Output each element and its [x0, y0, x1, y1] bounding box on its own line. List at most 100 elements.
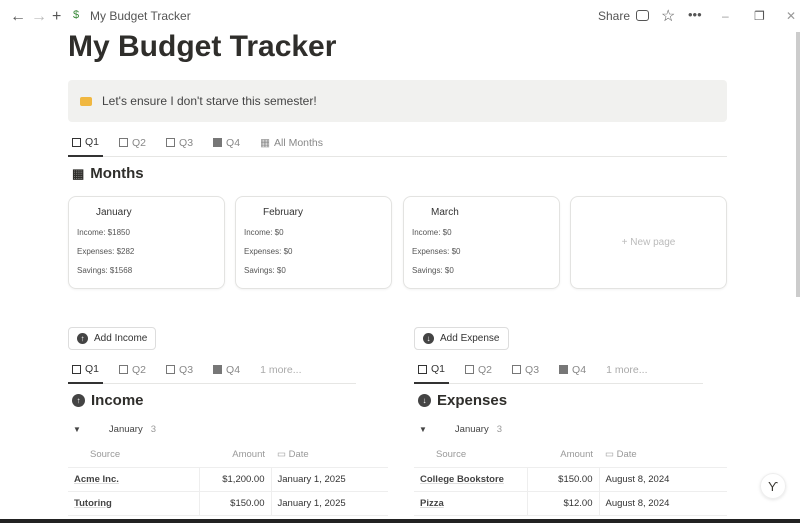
calendar-icon: ▦	[72, 165, 85, 181]
table-row[interactable]: Acme Inc. $1,200.00 January 1, 2025	[68, 467, 388, 492]
more-icon[interactable]: •••	[688, 7, 702, 22]
tab-label: Q3	[179, 363, 194, 376]
months-heading: ▦ Months	[72, 165, 144, 182]
savings: Savings: $0	[412, 266, 454, 275]
tab-label: Q1	[431, 363, 446, 375]
expenses: Expenses: $282	[77, 247, 135, 256]
tab-q1[interactable]: Q1	[68, 357, 104, 384]
tab-q2[interactable]: Q2	[461, 357, 496, 383]
tab-q3[interactable]: Q3	[508, 357, 543, 383]
page-title: My Budget Tracker	[68, 30, 337, 63]
new-tab-plus-icon[interactable]: +	[52, 8, 62, 25]
col-source[interactable]: Source	[414, 443, 527, 468]
tab-label: Q2	[132, 136, 147, 149]
tab-label: All Months	[273, 136, 324, 149]
tab-label: Q1	[85, 136, 100, 148]
view-icon	[166, 138, 176, 147]
expense-tabs: Q1 Q2 Q3 Q4 1 more...	[414, 357, 703, 384]
add-income-button[interactable]: ↑ Add Income	[68, 327, 157, 350]
cell-date[interactable]: August 8, 2024	[598, 467, 727, 492]
arrow-down-circle-icon: ↓	[423, 333, 434, 344]
income: Income: $0	[412, 228, 452, 237]
cell-source[interactable]: Pizza	[414, 491, 527, 516]
tab-q1[interactable]: Q1	[414, 357, 450, 384]
cell-amount[interactable]: $1,200.00	[198, 467, 271, 492]
tab-label: Q4	[572, 363, 587, 376]
tab-q4[interactable]: Q4	[209, 357, 244, 383]
month-card-january[interactable]: January Income: $1850 Expenses: $282 Saving…	[68, 196, 225, 289]
quarter-tabs: Q1 Q2 Q3 Q4 ▦ All Months	[68, 130, 727, 157]
col-amount[interactable]: Amount	[527, 443, 599, 468]
income: Income: $0	[244, 228, 284, 237]
income: Income: $1850	[77, 228, 130, 237]
tab-q4[interactable]: Q4	[209, 130, 244, 156]
month-card-february[interactable]: February Income: $0 Expenses: $0 Savings: $…	[235, 196, 392, 289]
tab-label: Q4	[226, 363, 241, 376]
star-icon[interactable]: ☆	[661, 8, 676, 25]
cell-date[interactable]: January 1, 2025	[270, 467, 388, 492]
tab-label: Q1	[85, 363, 100, 375]
income-group-january[interactable]: ▼ January 3	[73, 424, 156, 435]
view-icon	[119, 138, 129, 147]
comment-icon[interactable]	[636, 10, 649, 21]
heading-text: Months	[90, 165, 144, 182]
tab-label: Q2	[132, 363, 147, 376]
tab-q1[interactable]: Q1	[68, 130, 104, 157]
table-row[interactable]: Pizza $12.00 August 8, 2024	[414, 491, 727, 516]
ai-assistant-button[interactable]: ϒ	[760, 473, 786, 499]
title-bar: ← → + $ My Budget Tracker Share ☆ ••• – …	[0, 0, 800, 32]
col-date[interactable]: ▭ Date	[599, 443, 727, 468]
forward-arrow-icon[interactable]: →	[31, 8, 47, 25]
expenses: Expenses: $0	[244, 247, 293, 256]
arrow-up-circle-icon: ↑	[72, 394, 85, 407]
breadcrumb[interactable]: My Budget Tracker	[90, 9, 191, 23]
cell-amount[interactable]: $150.00	[198, 491, 271, 516]
heading-text: Expenses	[437, 392, 508, 409]
calendar-icon: ▭	[277, 449, 289, 461]
expenses-heading: ↓ Expenses	[418, 392, 507, 409]
col-date[interactable]: ▭ Date	[271, 443, 388, 468]
card-title: January	[96, 207, 132, 218]
calendar-icon: ▦	[260, 136, 270, 149]
cell-source[interactable]: Tutoring	[68, 491, 199, 516]
tab-q2[interactable]: Q2	[115, 130, 150, 156]
restore-button[interactable]: ❐	[754, 9, 765, 23]
share-button[interactable]: Share	[598, 9, 631, 23]
tab-q2[interactable]: Q2	[115, 357, 150, 383]
taskbar-edge	[0, 519, 800, 523]
col-label: Date	[616, 449, 637, 461]
cell-amount[interactable]: $12.00	[526, 491, 599, 516]
col-source[interactable]: Source	[68, 443, 199, 468]
credit-card-icon	[80, 97, 92, 106]
more-views[interactable]: 1 more...	[260, 363, 302, 376]
add-expense-button[interactable]: ↓ Add Expense	[414, 327, 509, 350]
close-button[interactable]: ✕	[786, 9, 797, 23]
cell-source[interactable]: College Bookstore	[414, 467, 527, 492]
month-card-march[interactable]: March Income: $0 Expenses: $0 Savings: $0	[403, 196, 560, 289]
callout: Let's ensure I don't starve this semeste…	[68, 80, 727, 122]
cell-amount[interactable]: $150.00	[526, 467, 599, 492]
view-icon	[72, 364, 81, 374]
more-views[interactable]: 1 more...	[606, 363, 648, 376]
money-icon: $	[73, 9, 80, 21]
button-label: Add Expense	[440, 333, 500, 344]
new-page-button[interactable]: + New page	[570, 196, 727, 289]
tab-label: Q3	[525, 363, 540, 376]
cell-date[interactable]: August 8, 2024	[598, 491, 727, 516]
view-icon	[166, 365, 176, 374]
table-row[interactable]: College Bookstore $150.00 August 8, 2024	[414, 467, 727, 492]
col-amount[interactable]: Amount	[199, 443, 271, 468]
tab-q3[interactable]: Q3	[162, 357, 197, 383]
scrollbar[interactable]	[796, 32, 800, 297]
cell-date[interactable]: January 1, 2025	[270, 491, 388, 516]
cell-source[interactable]: Acme Inc.	[68, 467, 199, 492]
tab-all-months[interactable]: ▦ All Months	[256, 130, 327, 156]
tab-q3[interactable]: Q3	[162, 130, 197, 156]
tab-q4[interactable]: Q4	[555, 357, 590, 383]
triangle-down-icon: ▼	[73, 425, 81, 434]
expense-group-january[interactable]: ▼ January 3	[419, 424, 502, 435]
back-arrow-icon[interactable]: ←	[10, 8, 26, 25]
expenses-table: Source Amount ▭ Date College Bookstore $150…	[414, 443, 727, 516]
table-row[interactable]: Tutoring $150.00 January 1, 2025	[68, 491, 388, 516]
minimize-button[interactable]: –	[722, 9, 729, 23]
